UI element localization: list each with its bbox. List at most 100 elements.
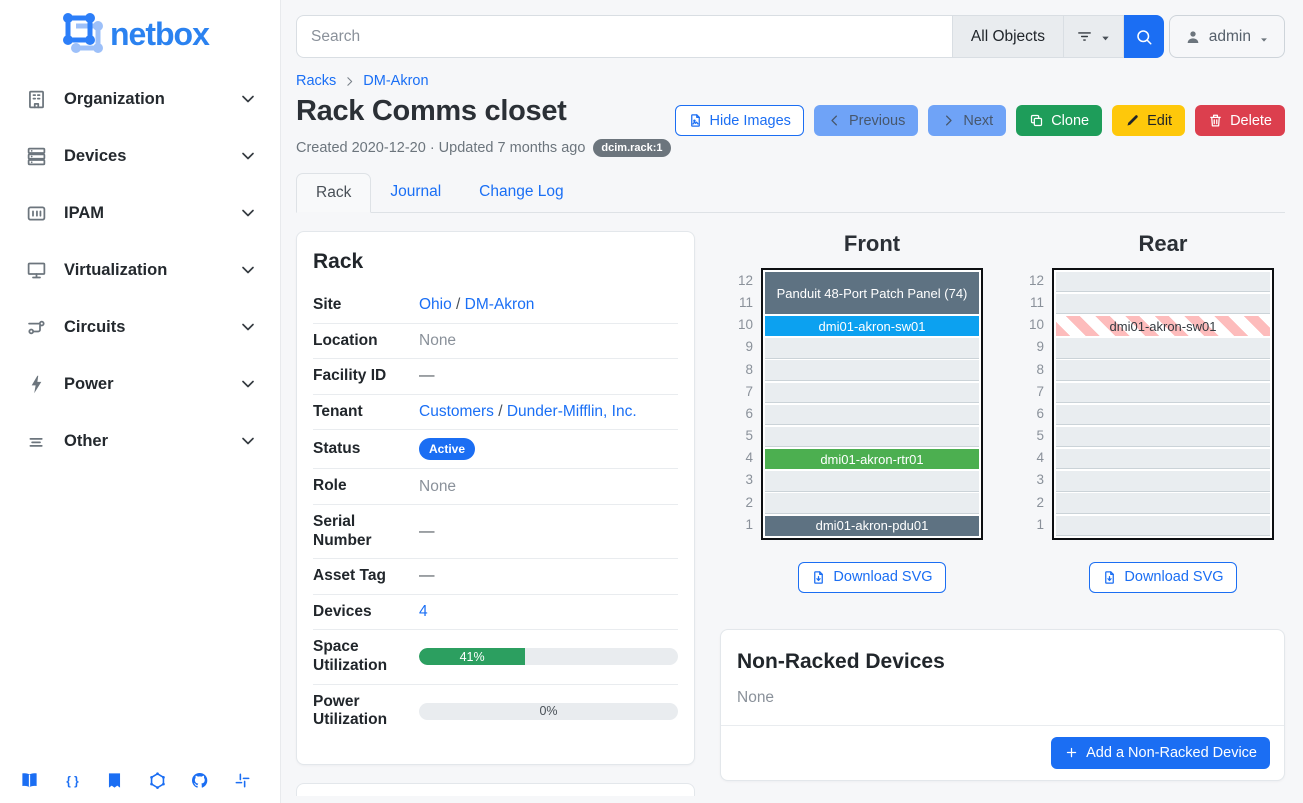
rack-info-table: Site Ohio / DM-Akron Location None Facility … <box>313 288 678 738</box>
journal-icon[interactable] <box>105 771 124 790</box>
add-non-racked-device-button[interactable]: Add a Non-Racked Device <box>1051 736 1270 769</box>
front-unit-labels: 12 11 10 9 8 7 6 5 4 3 2 1 <box>731 268 753 540</box>
search-scope-button[interactable]: All Objects <box>951 15 1063 58</box>
empty-rack-unit <box>1055 449 1271 470</box>
empty-value: None <box>419 331 457 349</box>
tab-journal[interactable]: Journal <box>390 183 442 200</box>
page-header: Rack Comms closet Created 2020-12-20 · U… <box>296 92 1285 157</box>
utilization-bar: 0% <box>419 702 678 720</box>
sidebar-item-devices[interactable]: Devices <box>26 139 258 173</box>
field-value: None <box>409 468 678 505</box>
hide-images-label: Hide Images <box>709 112 791 129</box>
netbox-logo[interactable]: netbox <box>0 0 280 64</box>
left-column: Rack Site Ohio / DM-Akron Location None Faci… <box>296 231 695 796</box>
non-racked-devices-card: Non-Racked Devices None Add a Non-Racked… <box>720 628 1285 781</box>
empty-rack-unit <box>1055 471 1271 492</box>
search-filter-button[interactable] <box>1063 15 1124 58</box>
plus-icon <box>1064 745 1079 760</box>
info-row-power-utilization: Power Utilization 0% <box>313 683 678 738</box>
delete-button[interactable]: Delete <box>1195 105 1285 136</box>
tab-change-log[interactable]: Change Log <box>479 183 564 200</box>
tab-rack[interactable]: Rack <box>296 173 372 213</box>
breadcrumb-site-link[interactable]: DM-Akron <box>363 73 429 89</box>
rack-device[interactable]: dmi01-akron-pdu01 <box>764 515 980 536</box>
value-link[interactable]: DM-Akron <box>464 296 535 314</box>
rack-device[interactable]: dmi01-akron-sw01 <box>1055 316 1271 337</box>
info-row-site: Site Ohio / DM-Akron <box>313 288 678 323</box>
unit-number: 11 <box>1029 295 1044 311</box>
next-button[interactable]: Next <box>928 105 1007 136</box>
front-download-svg-button[interactable]: Download SVG <box>798 561 946 593</box>
field-label: Power Utilization <box>313 683 409 738</box>
field-value: 0% <box>409 683 678 738</box>
empty-rack-unit <box>764 382 980 403</box>
field-label: Tenant <box>313 393 409 430</box>
value-link[interactable]: Customers <box>419 403 494 421</box>
book-icon[interactable] <box>20 771 39 790</box>
filter-icon <box>1076 28 1093 45</box>
info-row-devices: Devices 4 <box>313 593 678 630</box>
unit-number: 3 <box>1036 472 1044 488</box>
rack-device[interactable]: dmi01-akron-sw01 <box>764 316 980 337</box>
previous-button[interactable]: Previous <box>813 105 919 136</box>
sidebar-item-label: Other <box>64 431 109 450</box>
edit-label: Edit <box>1147 112 1173 129</box>
info-row-asset-tag: Asset Tag — <box>313 558 678 595</box>
unit-number: 4 <box>1036 450 1044 466</box>
hide-images-button[interactable]: Hide Images <box>674 105 804 136</box>
breadcrumb: Racks DM-Akron <box>296 73 1285 89</box>
empty-rack-unit <box>1055 493 1271 514</box>
empty-rack-unit <box>764 360 980 381</box>
sidebar-item-other[interactable]: Other <box>26 424 258 458</box>
front-rack-diagram: Panduit 48-Port Patch Panel (74) dmi01-ak… <box>761 268 983 540</box>
empty-value: None <box>419 477 457 495</box>
empty-rack-unit <box>764 493 980 514</box>
next-label: Next <box>963 112 994 129</box>
breadcrumb-racks-link[interactable]: Racks <box>296 73 337 89</box>
sidebar-item-power[interactable]: Power <box>26 367 258 401</box>
value-link[interactable]: Ohio <box>419 296 452 314</box>
non-racked-empty-text: None <box>737 688 775 706</box>
building-icon <box>26 89 47 110</box>
rack-device[interactable]: dmi01-akron-rtr01 <box>764 449 980 470</box>
user-menu-button[interactable]: admin <box>1168 15 1285 58</box>
search-submit-button[interactable] <box>1124 15 1164 58</box>
value-link[interactable]: 4 <box>419 603 428 621</box>
search-input[interactable] <box>296 15 952 58</box>
sidebar-item-virtualization[interactable]: Virtualization <box>26 253 258 287</box>
unit-number: 6 <box>1036 405 1044 421</box>
field-value: Ohio / DM-Akron <box>409 288 678 323</box>
braces-icon[interactable]: { } <box>63 771 82 790</box>
trash-icon <box>1208 113 1223 128</box>
dash-value: — <box>419 367 435 385</box>
object-id-badge: dcim.rack:1 <box>593 139 671 157</box>
created-updated-text: Created 2020-12-20 · Updated 7 months ag… <box>296 140 586 156</box>
circuits-icon <box>26 317 47 338</box>
slack-icon[interactable] <box>233 771 252 790</box>
edit-button[interactable]: Edit <box>1112 105 1186 136</box>
lines-icon <box>26 431 47 452</box>
chevron-right-icon <box>343 75 356 88</box>
clone-label: Clone <box>1051 112 1090 129</box>
add-non-racked-label: Add a Non-Racked Device <box>1086 744 1257 761</box>
graphql-icon[interactable] <box>148 771 167 790</box>
field-label: Devices <box>313 593 409 630</box>
field-label: Status <box>313 429 409 469</box>
github-icon[interactable] <box>190 771 209 790</box>
field-value: Customers / Dunder-Mifflin, Inc. <box>409 393 678 430</box>
user-icon <box>1185 29 1201 45</box>
sidebar-item-label: Virtualization <box>64 260 168 279</box>
clone-button[interactable]: Clone <box>1016 105 1103 136</box>
sidebar-item-organization[interactable]: Organization <box>26 82 258 116</box>
rack-device[interactable]: Panduit 48-Port Patch Panel (74) <box>764 271 980 315</box>
value-separator: / <box>451 296 465 314</box>
sidebar-item-label: Devices <box>64 146 127 165</box>
rear-download-svg-button[interactable]: Download SVG <box>1089 561 1237 593</box>
empty-rack-unit <box>764 338 980 359</box>
field-value: 4 <box>409 593 678 630</box>
info-row-role: Role None <box>313 468 678 505</box>
sidebar-item-ipam[interactable]: IPAM <box>26 196 258 230</box>
sidebar-item-circuits[interactable]: Circuits <box>26 310 258 344</box>
value-link[interactable]: Dunder-Mifflin, Inc. <box>506 403 637 421</box>
info-row-status: Status Active <box>313 429 678 469</box>
